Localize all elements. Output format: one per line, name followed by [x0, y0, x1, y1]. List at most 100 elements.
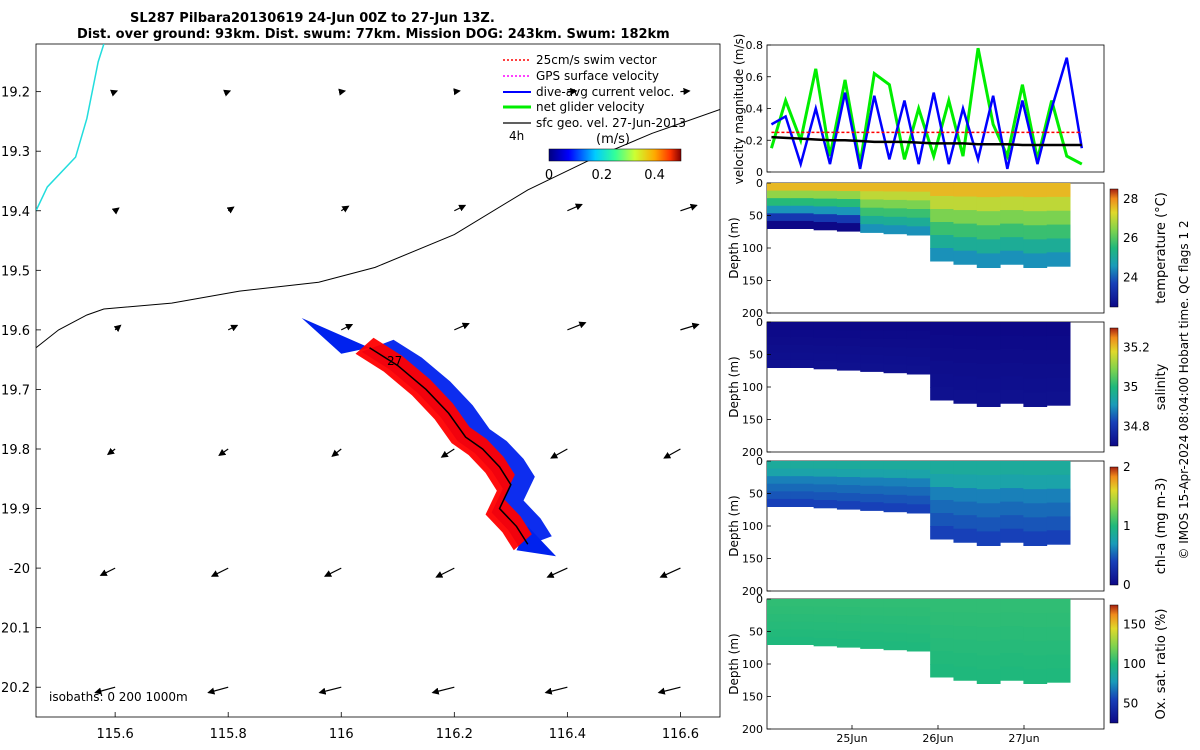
section-ylabel: Depth (m) [727, 217, 741, 278]
section-cell [976, 211, 1001, 226]
section-cell [1023, 517, 1048, 532]
section-cell [813, 322, 838, 331]
section-cell [860, 607, 885, 616]
section-cell [883, 338, 908, 348]
section-cell [836, 485, 861, 494]
map-y-tick-label: 20.1 [1, 622, 30, 637]
geo-velocity-vector [454, 204, 467, 212]
map-y-tick-label: 19.6 [1, 324, 30, 339]
section-cell [906, 365, 931, 375]
velocity-y-tick-label: 0.4 [746, 103, 764, 116]
section-cell [1023, 211, 1048, 226]
section-cell [767, 344, 791, 353]
section-cell [1046, 599, 1071, 614]
section-cell [860, 623, 885, 633]
section-cell [790, 599, 815, 608]
section-cell [976, 641, 1001, 656]
geo-velocity-vector [663, 448, 681, 459]
section-cell [767, 359, 791, 368]
section-cell [976, 669, 1001, 684]
section-cell [976, 253, 1001, 268]
section-y-tick-label: 0 [756, 593, 763, 606]
section-cell [976, 322, 1001, 337]
section-colorbar-tick-label: 0 [1123, 578, 1131, 592]
geo-velocity-vector [110, 89, 119, 97]
section-cell [930, 625, 954, 639]
section-cell [836, 607, 861, 616]
section-cell [790, 636, 815, 645]
section-cell [930, 322, 954, 336]
geo-velocity-vector [94, 686, 116, 695]
section-cell [1023, 350, 1048, 365]
map-y-tick-label: 19.8 [1, 443, 30, 458]
section-cell [813, 614, 838, 623]
geo-velocity-vector [106, 447, 116, 456]
section-y-tick-label: 100 [742, 658, 763, 671]
section-cell [813, 198, 838, 207]
section-cell [767, 476, 791, 485]
section-cell [906, 487, 931, 497]
section-cell [790, 198, 815, 207]
section-cell [883, 599, 908, 608]
map-y-tick-label: 19.2 [1, 86, 30, 101]
geo-velocity-vector [227, 324, 239, 332]
section-cell [1000, 376, 1024, 391]
section-cell [860, 330, 885, 339]
swim-vector-swath [355, 337, 532, 551]
section-cell [930, 348, 954, 362]
section-cell [883, 322, 908, 331]
section-cell [883, 199, 908, 209]
section-cell [860, 354, 885, 364]
section-cell [1000, 349, 1024, 364]
section-cell [1000, 474, 1024, 489]
section-cell [883, 494, 908, 504]
section-cell [930, 513, 954, 527]
map-colorbar-ticks: 0 0.2 0.4 [545, 168, 665, 183]
section-cell [836, 631, 861, 640]
section-cell [1046, 530, 1071, 545]
section-cell [976, 503, 1001, 518]
section-cell [790, 352, 815, 361]
section-cell [930, 361, 954, 375]
section-colorbar-tick-label: 28 [1123, 192, 1138, 206]
section-colorbar-tick-label: 34.8 [1123, 419, 1150, 433]
map-axes [35, 43, 721, 718]
section-cell [883, 461, 908, 470]
section-cell [1046, 488, 1071, 504]
section-cell [860, 199, 885, 209]
section-cell [930, 461, 954, 475]
section-cell [953, 389, 978, 404]
section-cell [930, 612, 954, 626]
section-cell [953, 237, 978, 252]
section-cell [906, 478, 931, 488]
section-cell [883, 469, 908, 479]
section-colorbar [1109, 466, 1119, 586]
section-cell [767, 461, 791, 470]
geo-velocity-vector [567, 87, 578, 95]
section-cell [953, 196, 978, 211]
geo-velocity-vector [431, 686, 455, 695]
section-cell [906, 642, 931, 652]
section-cell [767, 205, 791, 214]
geo-velocity-vector [546, 567, 568, 578]
section-ylabel: Depth (m) [727, 495, 741, 556]
section-colorbar-tick-label: 26 [1123, 231, 1138, 245]
geo-velocity-vector [550, 448, 568, 459]
section-cell [860, 615, 885, 625]
section-cell [836, 215, 861, 224]
section-cell [1023, 239, 1048, 254]
geo-velocity-vector [567, 203, 583, 212]
section-cell [1046, 196, 1071, 212]
section-cell [953, 639, 978, 654]
section-cell [1046, 183, 1071, 198]
section-cell [767, 190, 791, 199]
section-colorbar-tick-label: 150 [1123, 618, 1146, 632]
section-cell [813, 622, 838, 631]
section-cell [836, 199, 861, 208]
section-cell [883, 208, 908, 218]
section-cell [953, 362, 978, 377]
section-x-tick-label: 26Jun [922, 732, 953, 745]
section-cell [836, 207, 861, 216]
section-cell [976, 599, 1001, 614]
